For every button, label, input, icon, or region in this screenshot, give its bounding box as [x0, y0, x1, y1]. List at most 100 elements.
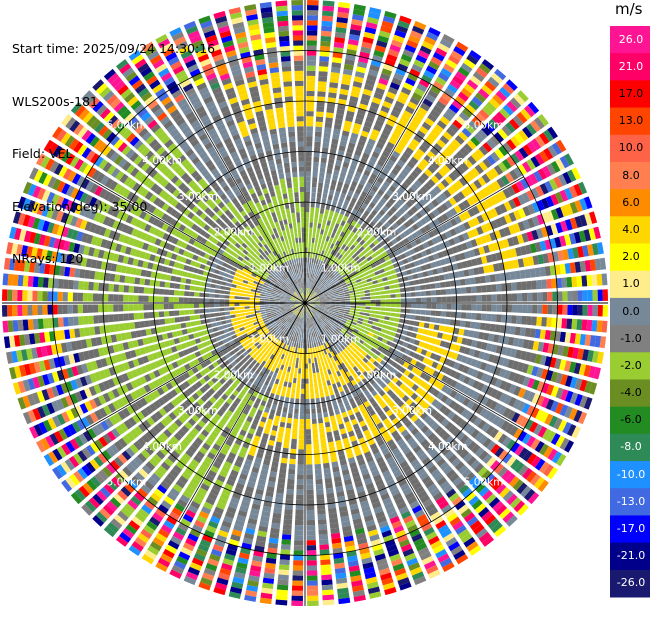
velocity-gate [290, 372, 294, 377]
velocity-gate [306, 439, 311, 444]
velocity-gate [471, 295, 476, 302]
velocity-gate [329, 226, 334, 232]
velocity-gate [552, 292, 557, 302]
velocity-gate [395, 313, 400, 317]
velocity-gate [471, 313, 477, 320]
velocity-gate [359, 288, 364, 291]
velocity-gate [306, 328, 307, 333]
velocity-gate [572, 291, 577, 302]
velocity-gate [374, 315, 379, 319]
velocity-gate [466, 313, 472, 320]
velocity-gate [456, 304, 461, 310]
velocity-gate [313, 162, 319, 167]
velocity-gate [298, 449, 304, 454]
velocity-gate [363, 319, 369, 323]
velocity-gate [324, 370, 328, 376]
velocity-gate [312, 182, 317, 187]
velocity-gate [314, 147, 320, 152]
velocity-gate [350, 295, 355, 297]
velocity-gate [416, 304, 421, 308]
velocity-gate [323, 412, 328, 418]
velocity-gate [571, 276, 577, 287]
velocity-gate [537, 305, 542, 314]
velocity-gate [296, 490, 303, 495]
velocity-gate [425, 284, 431, 289]
velocity-gate [419, 279, 425, 284]
velocity-gate [355, 306, 360, 308]
velocity-gate [318, 71, 327, 77]
velocity-gate [275, 600, 287, 606]
velocity-gate [350, 298, 355, 300]
velocity-gate [320, 162, 326, 168]
velocity-gate [307, 338, 309, 343]
velocity-gate [285, 361, 289, 367]
velocity-gate [414, 280, 420, 285]
velocity-gate [302, 369, 305, 374]
velocity-gate [327, 437, 333, 443]
velocity-gate [313, 378, 317, 383]
velocity-gate [295, 520, 304, 525]
velocity-gate [317, 408, 322, 414]
velocity-gate [340, 307, 345, 309]
velocity-gate [390, 313, 395, 317]
velocity-gate [306, 141, 312, 146]
velocity-gate [296, 393, 300, 398]
velocity-gate [307, 51, 317, 56]
velocity-gate [314, 449, 320, 454]
velocity-gate [516, 282, 522, 291]
velocity-gate [298, 368, 301, 373]
velocity-gate [487, 295, 492, 302]
velocity-gate [306, 323, 307, 328]
velocity-gate [273, 508, 282, 514]
velocity-gate [387, 326, 393, 331]
velocity-gate [411, 292, 416, 297]
velocity-gate [306, 222, 309, 227]
velocity-gate [444, 274, 450, 280]
velocity-gate [441, 311, 446, 317]
velocity-gate [306, 136, 312, 141]
velocity-gate [421, 291, 426, 296]
velocity-gate [410, 286, 416, 291]
velocity-gate [289, 377, 293, 383]
velocity-gate [541, 317, 547, 327]
velocity-gate [305, 364, 308, 369]
velocity-gate [406, 309, 411, 313]
velocity-gate [360, 294, 365, 297]
velocity-gate [379, 315, 385, 319]
velocity-gate [315, 362, 318, 367]
velocity-gate [320, 392, 324, 398]
velocity-gate [461, 296, 466, 302]
velocity-gate [386, 304, 391, 307]
velocity-gate [486, 285, 492, 292]
velocity-gate [369, 314, 374, 317]
velocity-gate [561, 277, 567, 287]
velocity-gate [295, 525, 304, 530]
velocity-gate [517, 304, 522, 312]
velocity-gate [371, 276, 377, 280]
velocity-gate [320, 229, 324, 235]
velocity-gate [311, 202, 315, 207]
velocity-gate [602, 273, 608, 285]
velocity-gate [311, 197, 315, 202]
velocity-gate [328, 159, 334, 165]
velocity-gate [305, 263, 307, 268]
velocity-gate [421, 304, 426, 309]
velocity-gate [327, 163, 333, 169]
velocity-gate [297, 348, 299, 353]
velocity-gate [294, 373, 297, 378]
velocity-gate [415, 286, 421, 291]
velocity-gate [380, 311, 385, 315]
velocity-gate [314, 152, 320, 157]
velocity-gate [291, 601, 303, 606]
velocity-gate [279, 468, 286, 474]
velocity-gate [527, 293, 532, 302]
velocity-gate [426, 310, 431, 315]
velocity-gate [417, 328, 423, 334]
velocity-gate [370, 292, 375, 295]
velocity-gate [307, 555, 317, 560]
velocity-gate [536, 280, 542, 289]
velocity-gate [307, 5, 318, 10]
velocity-gate [362, 322, 368, 326]
velocity-gate [588, 305, 593, 316]
velocity-gate [298, 454, 304, 459]
